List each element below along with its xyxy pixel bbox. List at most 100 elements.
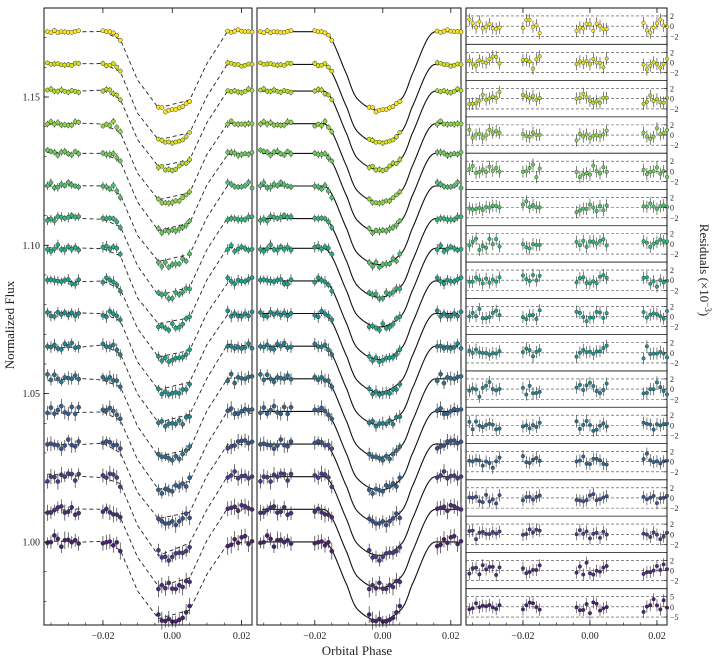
residual-tick-label: −2 (670, 105, 679, 114)
dashed-trend-line (47, 311, 253, 391)
data-point (72, 149, 78, 154)
residual-point (524, 134, 529, 139)
residual-point (527, 460, 532, 465)
data-point (268, 184, 273, 190)
data-point (387, 484, 392, 489)
data-point (278, 537, 284, 543)
data-point (156, 290, 161, 296)
residual-point (594, 99, 599, 104)
data-point (114, 219, 120, 225)
residual-point (487, 532, 492, 537)
data-point (271, 446, 277, 452)
residual-point (661, 351, 666, 356)
data-point (246, 151, 251, 157)
data-point (288, 247, 294, 253)
residual-point (594, 208, 599, 213)
residual-point (581, 422, 586, 427)
data-point (225, 308, 231, 314)
residual-point (477, 499, 482, 504)
residual-point (480, 26, 485, 31)
residual-point (641, 391, 646, 396)
data-point (455, 541, 460, 547)
residual-point (587, 536, 592, 541)
data-point (278, 411, 284, 417)
residual-point (480, 207, 485, 212)
data-point (268, 120, 273, 125)
data-point (390, 516, 396, 521)
data-point (312, 473, 318, 478)
data-point (62, 443, 68, 448)
data-point (285, 444, 290, 449)
residual-tick-label: 0 (670, 567, 674, 576)
residual-point (484, 459, 489, 464)
residual-point (494, 26, 499, 31)
residual-point (574, 280, 579, 285)
data-point (322, 472, 328, 477)
residual-tick-label: −2 (670, 177, 679, 186)
data-point (322, 543, 328, 548)
dashed-trend-line (47, 540, 253, 620)
data-point (268, 479, 273, 484)
data-point (455, 313, 460, 319)
data-point (441, 380, 447, 386)
residual-point (470, 566, 475, 571)
residual-point (648, 387, 653, 392)
data-point (183, 192, 189, 198)
residual-point (574, 354, 579, 359)
residual-point (574, 170, 579, 175)
residual-point (527, 246, 532, 251)
data-point (187, 381, 192, 387)
residual-tick-label: 2 (670, 448, 674, 457)
residual-point (658, 349, 663, 354)
data-point (315, 506, 321, 512)
residual-point (474, 601, 479, 606)
data-point (329, 251, 335, 257)
residual-point (601, 165, 606, 170)
residual-point (484, 245, 489, 250)
data-point (394, 134, 399, 140)
data-point (397, 99, 403, 104)
data-point (258, 183, 263, 189)
data-point (288, 277, 294, 283)
data-point (55, 242, 61, 248)
residual-point (601, 237, 606, 242)
data-point (258, 372, 263, 377)
data-point (451, 344, 457, 350)
residual-point (524, 603, 529, 608)
data-point (285, 281, 290, 287)
residual-point (661, 316, 666, 321)
data-point (176, 163, 182, 169)
residual-point (658, 385, 663, 390)
residual-point (484, 604, 489, 609)
residual-point (661, 459, 666, 464)
data-point (261, 249, 267, 254)
data-point (445, 540, 450, 546)
data-point (329, 37, 335, 43)
residual-point (577, 310, 582, 315)
residual-point (520, 273, 525, 278)
data-point (232, 311, 238, 316)
data-point (58, 379, 64, 385)
data-point (326, 64, 331, 70)
residual-point (484, 25, 489, 30)
residual-point (490, 203, 495, 208)
data-point (114, 512, 120, 517)
residual-tick-label: 0 (670, 494, 674, 503)
residual-point (644, 421, 649, 426)
residual-point (467, 206, 472, 211)
data-point (76, 90, 82, 95)
model-curve (262, 443, 458, 524)
residual-point (477, 131, 482, 136)
data-point (176, 391, 182, 396)
residual-point (484, 567, 489, 572)
data-point (162, 423, 168, 429)
data-point (104, 243, 109, 249)
data-point (268, 152, 273, 158)
data-point (370, 358, 375, 364)
residual-point (577, 528, 582, 533)
data-point (390, 584, 396, 590)
data-point (52, 372, 57, 378)
residual-point (534, 205, 539, 210)
residual-point (604, 169, 609, 174)
data-point (278, 437, 284, 442)
